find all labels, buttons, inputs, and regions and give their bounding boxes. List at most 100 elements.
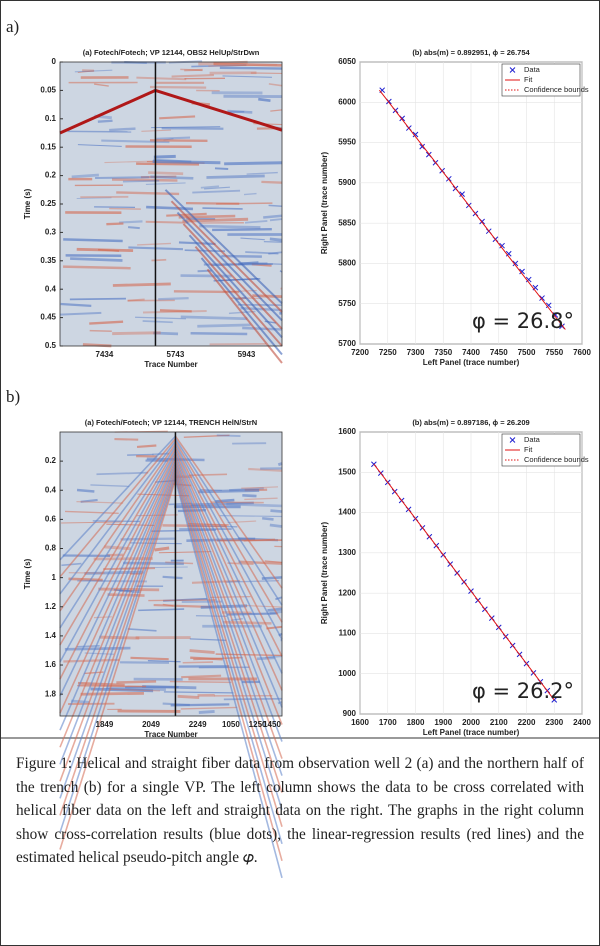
seismic-stripe xyxy=(127,453,154,456)
x-tick-label: 1050 xyxy=(222,720,240,729)
seismic-stripe xyxy=(240,237,265,241)
y-tick-label: 5900 xyxy=(338,178,356,187)
seismic-stripe xyxy=(219,515,283,518)
x-tick-label: 1250 xyxy=(249,720,267,729)
seismic-event xyxy=(174,458,283,742)
x-tick-label: 5943 xyxy=(238,350,256,359)
data-point xyxy=(512,260,519,267)
seismic-stripe xyxy=(246,171,278,175)
seismic-stripe xyxy=(112,331,161,336)
legend-label: Confidence bounds xyxy=(524,85,589,94)
seismic-stripe xyxy=(162,702,190,707)
data-point xyxy=(419,143,426,150)
y-tick-label: 5850 xyxy=(338,218,356,227)
seismic-stripe xyxy=(189,649,215,654)
x-tick-label: 7450 xyxy=(490,348,508,357)
seismic-stripe xyxy=(104,160,153,164)
seismic-stripe xyxy=(180,68,203,72)
y-tick-label: 1200 xyxy=(338,588,356,597)
data-point xyxy=(459,191,465,197)
seismic-stripe xyxy=(63,658,120,663)
seismic-stripe xyxy=(170,703,230,707)
y-tick-label: 0.2 xyxy=(45,171,57,180)
y-tick-label: 0.6 xyxy=(45,514,57,523)
seismic-stripe xyxy=(140,175,177,179)
seismic-stripe xyxy=(127,226,140,230)
seismic-stripe xyxy=(268,204,283,207)
seismic-stripe xyxy=(206,174,265,179)
seismic-event xyxy=(174,448,283,674)
seismic-stripe xyxy=(277,462,283,467)
seismic-stripe xyxy=(97,119,113,123)
seismic-stripe xyxy=(227,520,257,524)
seismic-stripe xyxy=(173,290,240,294)
x-tick-label: 7300 xyxy=(407,348,425,357)
seismic-stripe xyxy=(109,127,136,132)
x-tick-label: 7400 xyxy=(462,348,480,357)
seismic-stripe xyxy=(180,706,238,710)
y-tick-label: 0.05 xyxy=(40,86,56,95)
seismic-stripe xyxy=(90,687,154,693)
x-axis-label: Left Panel (trace number) xyxy=(423,728,520,737)
seismic-stripe xyxy=(148,599,216,602)
y-tick-label: 0.2 xyxy=(45,456,57,465)
seismic-stripe xyxy=(59,311,102,316)
seismic-stripe xyxy=(248,467,283,472)
seismic-stripe xyxy=(181,674,222,679)
y-tick-label: 1300 xyxy=(338,548,356,557)
data-point xyxy=(545,302,552,309)
seismic-event xyxy=(59,435,177,561)
seismic-event xyxy=(200,257,283,356)
x-tick-label: 1700 xyxy=(379,718,397,727)
seismic-stripe xyxy=(214,167,229,170)
legend-label: Data xyxy=(524,435,541,444)
seismic-event xyxy=(59,446,177,629)
legend-marker xyxy=(509,67,516,73)
x-tick-label: 7350 xyxy=(434,348,452,357)
y-tick-label: 1 xyxy=(52,573,57,582)
seismic-stripe xyxy=(161,127,224,130)
y-tick-label: 900 xyxy=(343,709,357,718)
plot-title: (b) abs(m) = 0.892951, ϕ = 26.754 xyxy=(412,48,530,57)
x-tick-label: 5743 xyxy=(167,350,185,359)
seismic-stripe xyxy=(224,161,283,166)
legend-label: Confidence bounds xyxy=(524,455,589,464)
seismic-event xyxy=(174,464,283,776)
x-tick-label: 2400 xyxy=(573,718,591,727)
seismic-stripe xyxy=(240,306,283,312)
seismic-stripe xyxy=(264,560,283,564)
y-tick-label: 5700 xyxy=(338,339,356,348)
y-tick-label: 1500 xyxy=(338,467,356,476)
seismic-stripe xyxy=(106,222,124,226)
plot-title: (a) Fotech/Fotech; VP 12144, TRENCH HelN… xyxy=(85,418,257,427)
seismic-stripe xyxy=(76,488,95,493)
seismic-stripe xyxy=(109,688,161,692)
seismic-event xyxy=(59,474,177,816)
seismic-event xyxy=(174,440,283,623)
legend-label: Data xyxy=(524,65,541,74)
seismic-event xyxy=(59,466,177,765)
seismic-event xyxy=(174,438,283,606)
seismic-stripe xyxy=(76,500,124,504)
plot-title: (b) abs(m) = 0.897186, ϕ = 26.209 xyxy=(412,418,529,427)
seismic-stripe xyxy=(266,625,283,630)
annotation: φ = 26.2° xyxy=(472,679,574,703)
y-tick-label: 0.45 xyxy=(40,313,56,322)
seismic-stripe xyxy=(142,684,197,690)
seismic-stripe xyxy=(190,332,248,336)
seismic-stripe xyxy=(156,136,191,140)
seismic-stripe xyxy=(243,192,257,196)
seismic-stripe xyxy=(136,444,157,449)
legend-label: Fit xyxy=(524,445,533,454)
y-tick-label: 0.25 xyxy=(40,199,56,208)
seismic-stripe xyxy=(138,608,185,612)
seismic-stripe xyxy=(94,206,136,209)
seismic-stripe xyxy=(241,486,279,489)
seismic-texture xyxy=(59,60,283,364)
y-tick-label: 1.6 xyxy=(45,660,57,669)
seismic-event xyxy=(174,471,283,827)
seismic-stripe xyxy=(215,498,235,503)
seismic-event xyxy=(174,474,283,845)
x-tick-label: 1600 xyxy=(351,718,369,727)
seismic-stripe xyxy=(183,434,230,438)
